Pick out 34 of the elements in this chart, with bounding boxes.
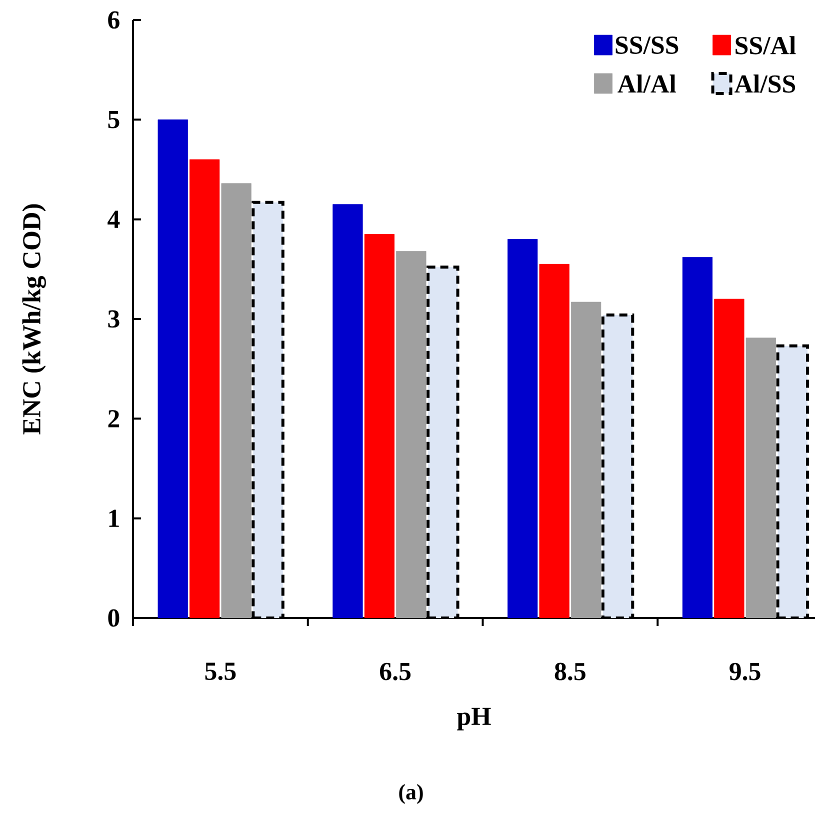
bar: [746, 338, 776, 618]
bar: [332, 204, 363, 618]
x-axis-title: pH: [457, 708, 491, 730]
bar: [426, 266, 460, 618]
bar: [252, 200, 284, 618]
y-tick-label: 3: [108, 310, 120, 328]
x-tick-label: 5.5: [205, 662, 236, 680]
x-tick-label: 9.5: [730, 662, 760, 680]
x-tick-label: 6.5: [380, 662, 411, 680]
bar: [714, 298, 744, 618]
y-tick-label: 6: [108, 11, 120, 29]
bar: [570, 302, 602, 618]
x-tick-label: 8.5: [554, 662, 586, 680]
bar: [508, 239, 538, 618]
legend-label: Al/SS: [734, 74, 796, 93]
legend-label: SS/Al: [736, 36, 796, 54]
bar: [364, 234, 395, 618]
y-tick-label: 4: [108, 210, 120, 228]
legend-label: Al/Al: [618, 74, 676, 93]
bar: [190, 159, 220, 618]
bar: [221, 183, 252, 618]
y-tick-label: 0: [108, 609, 120, 627]
legend-label: SS/SS: [616, 36, 678, 54]
y-tick-label: 5: [108, 111, 120, 128]
bar: [396, 251, 426, 618]
y-tick-label: 2: [108, 410, 120, 428]
bar: [601, 314, 634, 618]
bar: [682, 256, 713, 618]
y-axis-title: ENC (kWh/kg COD): [22, 204, 46, 434]
text: (a): [399, 784, 423, 804]
bar: [158, 119, 188, 618]
bar: [776, 344, 810, 618]
y-tick-label: 1: [109, 510, 119, 527]
bar: [539, 264, 570, 618]
